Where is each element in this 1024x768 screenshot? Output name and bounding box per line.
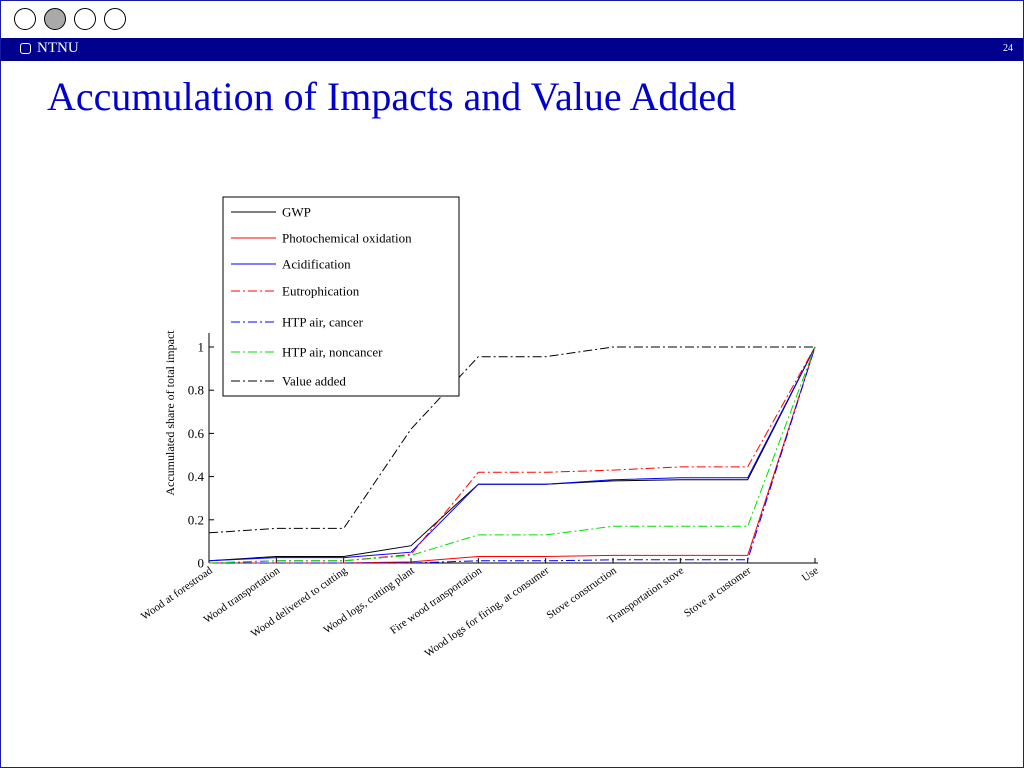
slide-title: Accumulation of Impacts and Value Added (47, 74, 737, 119)
legend-entry: Value added (282, 374, 346, 389)
ntnu-logo-icon (20, 43, 31, 54)
series-line-value-added (208, 346, 815, 534)
x-tick-label: Wood logs for firing, at consumer (423, 564, 552, 659)
y-tick-label: 0.4 (188, 469, 205, 484)
series-line-eutrophication (208, 346, 816, 564)
legend-entry: GWP (282, 205, 311, 220)
legend-entry: HTP air, noncancer (282, 345, 383, 360)
series-line-htp-air-cancer (209, 346, 816, 564)
y-tick-label: 1 (198, 340, 205, 355)
nav-circle-3[interactable] (74, 8, 96, 30)
x-tick-label: Use (800, 565, 821, 585)
nav-circle-2[interactable] (44, 8, 66, 30)
y-tick-label: 0.6 (188, 426, 205, 441)
x-tick-label: Stove construction (545, 564, 620, 621)
header-banner: NTNU 24 (1, 38, 1023, 61)
series-line-photochemical-oxidation (209, 346, 816, 564)
y-tick-label: 0.2 (188, 512, 204, 527)
legend-entry: HTP air, cancer (282, 315, 364, 330)
legend-box (222, 196, 460, 397)
series-line-htp-air-noncancer (208, 346, 816, 564)
y-tick-label: 0 (198, 556, 205, 571)
legend-entry: Acidification (282, 257, 351, 272)
x-tick-label: Stove at customer (682, 564, 754, 619)
logo-text: NTNU (37, 40, 79, 56)
y-axis-label: Accumulated share of total impact (163, 330, 177, 496)
legend-entry: Eutrophication (282, 284, 360, 299)
nav-circle-4[interactable] (104, 8, 126, 30)
page-number: 24 (1003, 43, 1013, 54)
series-line-acidification (208, 346, 816, 562)
nav-circle-1[interactable] (14, 8, 36, 30)
y-tick-label: 0.8 (188, 383, 204, 398)
legend-entry: Photochemical oxidation (282, 231, 412, 246)
